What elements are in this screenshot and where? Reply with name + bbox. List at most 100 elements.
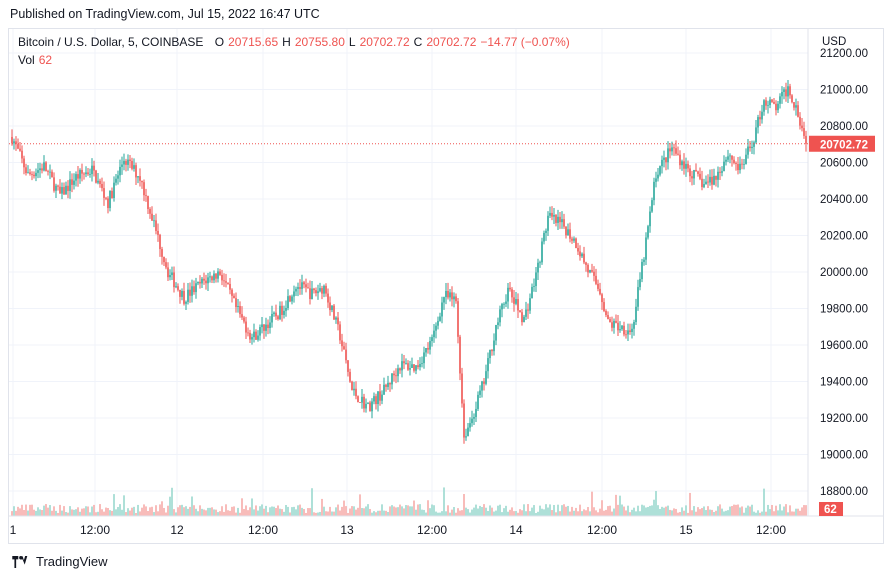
volume-bar bbox=[19, 508, 21, 516]
volume-bar bbox=[543, 509, 545, 516]
candle-body bbox=[33, 174, 35, 177]
high-value: 20755.80 bbox=[294, 35, 345, 49]
footer-brand[interactable]: TradingView bbox=[10, 554, 108, 569]
candle-body bbox=[397, 368, 399, 377]
volume-bar bbox=[577, 511, 579, 516]
candle-body bbox=[379, 391, 381, 401]
candle-body bbox=[617, 322, 619, 331]
candle-body bbox=[373, 396, 375, 402]
volume-bar bbox=[167, 505, 169, 516]
candle-body bbox=[601, 294, 603, 303]
volume-bar bbox=[427, 500, 429, 516]
candle-body bbox=[531, 286, 533, 299]
candle-body bbox=[157, 230, 159, 235]
candle-body bbox=[155, 220, 157, 231]
candle-body bbox=[579, 251, 581, 257]
candle-body bbox=[201, 278, 203, 284]
candle-body bbox=[555, 214, 557, 223]
volume-bar bbox=[661, 506, 663, 516]
volume-bar bbox=[643, 505, 645, 516]
volume-bar bbox=[773, 511, 775, 516]
volume-bar bbox=[263, 508, 265, 516]
volume-bar bbox=[599, 508, 601, 516]
volume-bar bbox=[347, 512, 349, 516]
volume-bar bbox=[497, 505, 499, 516]
candle-body bbox=[753, 142, 755, 147]
candle-body bbox=[585, 262, 587, 265]
candle-body bbox=[577, 247, 579, 252]
volume-bar bbox=[385, 510, 387, 516]
candle-body bbox=[149, 208, 151, 214]
candle-body bbox=[85, 172, 87, 175]
candle-body bbox=[651, 200, 653, 212]
y-tick-label: 19400.00 bbox=[820, 377, 868, 389]
candle-body bbox=[507, 287, 509, 302]
volume-bar bbox=[655, 490, 657, 516]
volume-bar bbox=[351, 506, 353, 516]
candle-body bbox=[661, 159, 663, 167]
chart-legend: Bitcoin / U.S. Dollar, 5, COINBASE O 2071… bbox=[18, 33, 570, 69]
volume-bar bbox=[259, 506, 261, 516]
x-tick-label: 12:00 bbox=[248, 523, 278, 537]
candle-body bbox=[459, 336, 461, 374]
volume-bar bbox=[705, 510, 707, 516]
candle-body bbox=[153, 220, 155, 222]
volume-bar bbox=[277, 505, 279, 516]
candle-body bbox=[65, 185, 67, 195]
volume-bar bbox=[25, 504, 27, 516]
candle-body bbox=[127, 159, 129, 165]
volume-bar bbox=[269, 507, 271, 516]
candle-body bbox=[633, 322, 635, 329]
candle-body bbox=[313, 288, 315, 291]
volume-bar bbox=[299, 504, 301, 516]
volume-bar bbox=[131, 507, 133, 516]
volume-bar bbox=[147, 510, 149, 516]
volume-bar bbox=[573, 510, 575, 516]
candle-body bbox=[357, 396, 359, 403]
volume-bar bbox=[801, 507, 803, 516]
volume-bar bbox=[557, 504, 559, 516]
volume-bar bbox=[293, 506, 295, 516]
volume-value: 62 bbox=[38, 53, 53, 67]
volume-bar bbox=[155, 505, 157, 516]
candle-body bbox=[349, 371, 351, 382]
volume-bar bbox=[457, 508, 459, 516]
candle-body bbox=[767, 105, 769, 106]
volume-bar bbox=[765, 511, 767, 516]
volume-bar bbox=[603, 510, 605, 516]
volume-bar bbox=[435, 511, 437, 516]
volume-bar bbox=[221, 506, 223, 516]
candle-body bbox=[493, 340, 495, 352]
candle-body bbox=[135, 165, 137, 178]
volume-bar bbox=[671, 510, 673, 516]
volume-bar bbox=[33, 509, 35, 516]
candle-body bbox=[417, 365, 419, 368]
candle-body bbox=[363, 396, 365, 409]
volume-bar bbox=[571, 506, 573, 516]
volume-bar bbox=[275, 508, 277, 516]
volume-bar bbox=[319, 511, 321, 516]
volume-bar bbox=[423, 509, 425, 516]
candle-body bbox=[471, 418, 473, 424]
candle-body bbox=[331, 305, 333, 311]
volume-bar bbox=[197, 511, 199, 516]
candle-body bbox=[267, 324, 269, 329]
volume-bar bbox=[663, 507, 665, 516]
volume-bar bbox=[181, 504, 183, 516]
volume-bar bbox=[261, 504, 263, 516]
volume-bar bbox=[63, 506, 65, 516]
candle-body bbox=[565, 226, 567, 236]
candle-body bbox=[53, 177, 55, 191]
candle-body bbox=[643, 259, 645, 262]
volume-bar bbox=[451, 509, 453, 516]
candle-body bbox=[273, 312, 275, 314]
candle-body bbox=[179, 289, 181, 297]
candle-body bbox=[513, 297, 515, 304]
volume-bar bbox=[267, 512, 269, 516]
volume-bar bbox=[533, 505, 535, 516]
candle-body bbox=[771, 99, 773, 102]
candle-body bbox=[779, 96, 781, 104]
volume-bar bbox=[707, 506, 709, 516]
volume-bar bbox=[515, 511, 517, 516]
